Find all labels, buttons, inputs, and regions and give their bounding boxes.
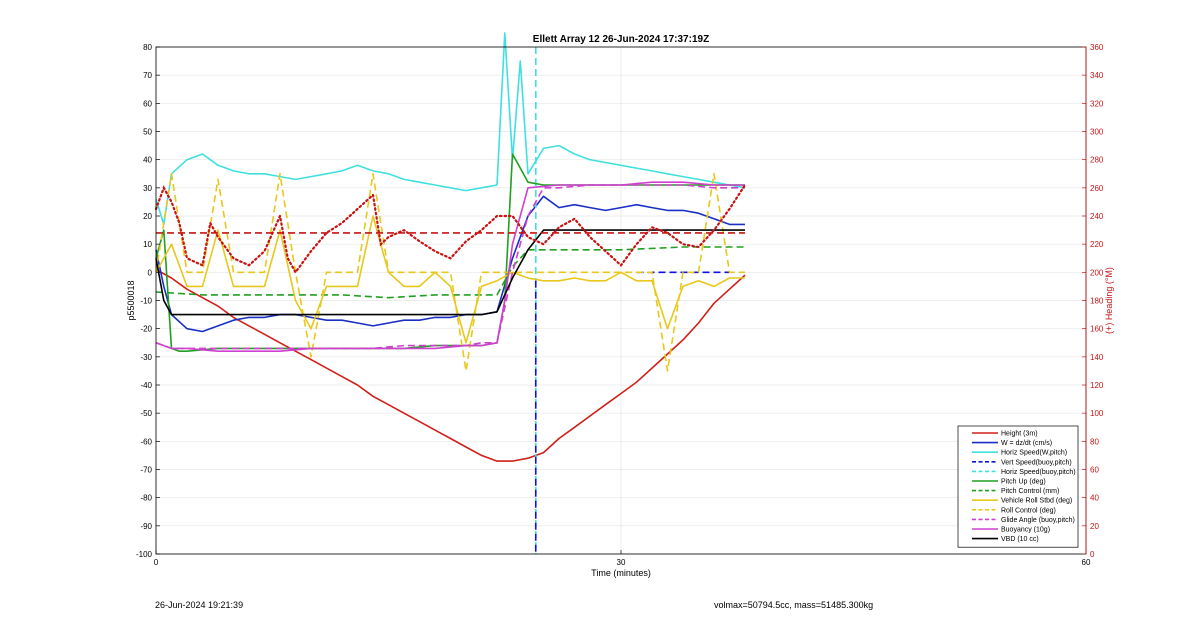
y2-tick-label: 300	[1090, 128, 1104, 137]
chart-title: Ellett Array 12 26-Jun-2024 17:37:19Z	[533, 34, 709, 45]
legend-entry-label: W = dz/dt (cm/s)	[1001, 440, 1052, 447]
y-tick-label: 0	[148, 268, 153, 277]
y-tick-label: -10	[140, 297, 152, 306]
y-tick-label: 10	[143, 240, 152, 249]
y-tick-label: -40	[140, 381, 152, 390]
y-tick-label: -50	[140, 409, 152, 418]
legend-entry-label: Pitch Control (mm)	[1001, 488, 1059, 495]
y2-tick-label: 100	[1090, 409, 1104, 418]
series-line-horiz-speed-w-pitch	[155, 32, 746, 226]
y2-tick-label: 320	[1090, 99, 1104, 108]
y-tick-label: 80	[143, 43, 152, 52]
legend-entry-label: Glide Angle (buoy,pitch)	[1001, 517, 1075, 524]
legend-entry-label: Pitch Up (deg)	[1001, 479, 1046, 486]
legend-entry-label: Vert Speed(buoy,pitch)	[1001, 459, 1072, 466]
legend-entry-label: Horiz Speed(buoy,pitch)	[1001, 469, 1076, 476]
series-line-roll-control-deg	[155, 173, 745, 372]
y2-tick-label: 280	[1090, 156, 1104, 165]
y2-tick-label: 340	[1090, 71, 1104, 80]
y2-tick-label: 80	[1090, 437, 1099, 446]
y-tick-label: 30	[143, 184, 152, 193]
y2-tick-label: 60	[1090, 466, 1099, 475]
legend-box	[957, 425, 1079, 548]
x-tick-label: 60	[1082, 558, 1091, 567]
y2-tick-label: 140	[1090, 353, 1104, 362]
y2-axis-label: (+) Heading (°M)	[1104, 267, 1114, 334]
x-tick-label: 30	[617, 558, 626, 567]
y2-tick-label: 20	[1090, 522, 1099, 531]
series-line-w-dz-dt-cm-s	[155, 195, 745, 333]
series-line-vehicle-roll-stbd-deg	[155, 215, 745, 344]
y2-tick-label: 260	[1090, 184, 1104, 193]
y-tick-label: -70	[140, 466, 152, 475]
y2-tick-label: 360	[1090, 43, 1104, 52]
legend-entry-label: Buoyancy (10g)	[1001, 527, 1050, 534]
y2-tick-label: 200	[1090, 268, 1104, 277]
y-tick-label: -60	[140, 437, 152, 446]
y2-tick-label: 0	[1090, 550, 1095, 559]
legend-entry-label: VBD (10 cc)	[1001, 536, 1039, 543]
series-line-vbd-10-cc	[155, 229, 745, 316]
y-tick-label: 60	[143, 99, 152, 108]
legend-entry-label: Roll Control (deg)	[1001, 507, 1056, 514]
series-line-buoyancy-10g	[155, 181, 745, 353]
legend-entry-label: Height (3m)	[1001, 431, 1038, 438]
y-tick-label: 40	[143, 156, 152, 165]
y-tick-label: 70	[143, 71, 152, 80]
y-tick-label: 20	[143, 212, 152, 221]
y-axis-label: p5500018	[126, 280, 136, 320]
footer-timestamp: 26-Jun-2024 19:21:39	[155, 600, 244, 610]
y-tick-label: -20	[140, 325, 152, 334]
footer-volmax-mass: volmax=50794.5cc, mass=51485.300kg	[714, 600, 874, 610]
y-tick-label: 50	[143, 128, 152, 137]
y-tick-label: -100	[136, 550, 153, 559]
y2-tick-label: 120	[1090, 381, 1104, 390]
y-tick-label: -30	[140, 353, 152, 362]
series-line-height-3m	[155, 268, 746, 462]
ticks-layer: 80706050403020100-10-20-30-40-50-60-70-8…	[136, 43, 1104, 567]
y2-tick-label: 220	[1090, 240, 1104, 249]
y2-tick-label: 240	[1090, 212, 1104, 221]
y2-tick-label: 40	[1090, 494, 1099, 503]
series-layer	[154, 32, 747, 554]
y-tick-label: -90	[140, 522, 152, 531]
legend-entry-label: Horiz Speed(W,pitch)	[1001, 450, 1067, 457]
series-line-heading	[154, 183, 747, 275]
y-tick-label: -80	[140, 494, 152, 503]
legend: Height (3m) W = dz/dt (cm/s) Horiz Speed(W…	[957, 425, 1079, 548]
legend-entry-label: Vehicle Roll Stbd (deg)	[1001, 498, 1072, 505]
x-axis-label: Time (minutes)	[591, 568, 651, 578]
series-line-pitch-up-deg	[155, 153, 745, 353]
series-line-pitch-control-mm	[155, 246, 745, 299]
x-tick-label: 0	[154, 558, 159, 567]
y2-tick-label: 180	[1090, 297, 1104, 306]
y2-tick-label: 160	[1090, 325, 1104, 334]
